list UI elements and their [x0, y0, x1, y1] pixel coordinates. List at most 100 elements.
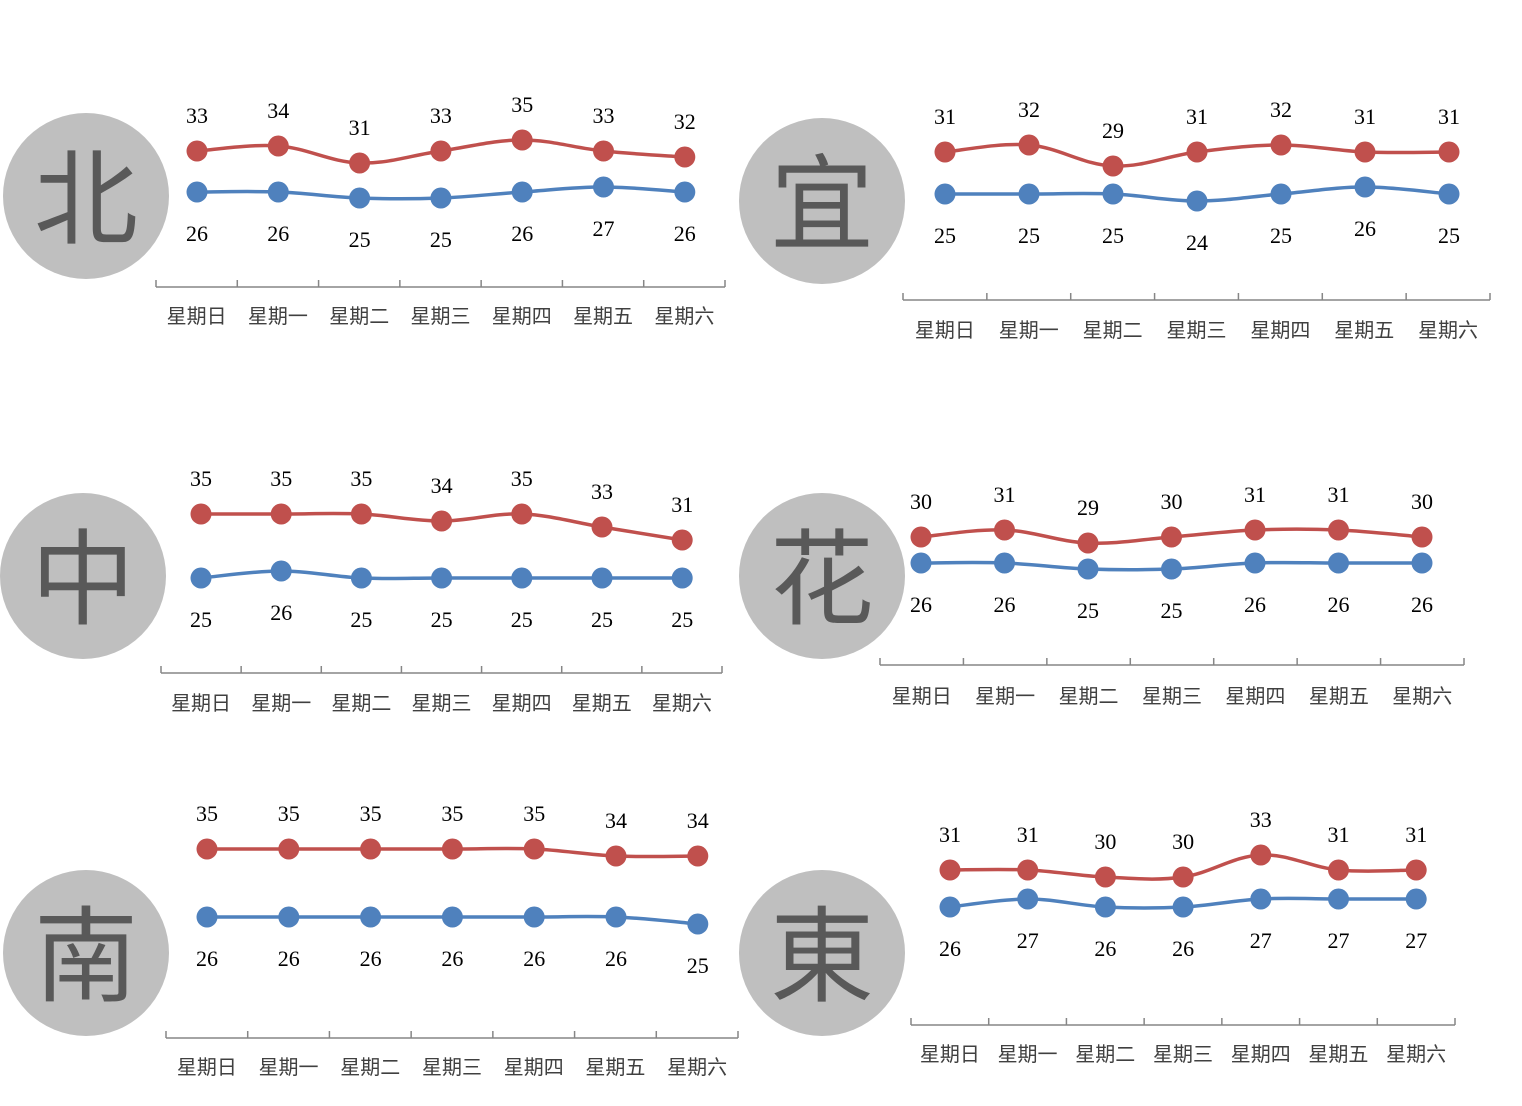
region-badge: 南	[3, 870, 169, 1036]
low-temp-point	[196, 906, 218, 928]
high-temp-label: 31	[349, 115, 371, 140]
high-temp-point	[1244, 519, 1266, 541]
high-temp-label: 35	[350, 466, 372, 491]
x-tick-label: 星期二	[1083, 320, 1143, 342]
x-tick-label: 星期三	[1153, 1044, 1213, 1066]
high-temp-point	[934, 141, 956, 163]
low-temp-label: 26	[186, 221, 208, 246]
high-temp-point	[1018, 134, 1040, 156]
x-tick-label: 星期二	[1059, 686, 1119, 708]
low-temp-point	[1244, 552, 1266, 574]
low-temp-point	[511, 181, 533, 203]
low-temp-point	[1328, 888, 1349, 910]
low-temp-label: 25	[934, 223, 956, 248]
low-temp-label: 26	[674, 221, 696, 246]
high-temp-point	[1328, 519, 1349, 541]
high-temp-label: 35	[190, 466, 212, 491]
low-temp-label: 27	[1017, 928, 1039, 953]
high-temp-point	[994, 519, 1015, 541]
x-tick-label: 星期四	[1225, 686, 1285, 708]
x-tick-label: 星期五	[1308, 1044, 1368, 1066]
low-temp-point	[1405, 888, 1427, 910]
low-temp-label: 26	[1172, 936, 1194, 961]
high-temp-label: 29	[1102, 118, 1124, 143]
low-temp-label: 26	[1328, 592, 1350, 617]
x-tick-label: 星期六	[1386, 1043, 1446, 1066]
low-temp-point	[1270, 183, 1292, 205]
x-tick-label: 星期日	[171, 693, 231, 715]
low-temp-point	[939, 896, 961, 918]
x-tick-label: 星期六	[654, 305, 714, 328]
high-temp-point	[186, 140, 208, 162]
high-temp-label: 31	[1328, 482, 1350, 507]
high-temp-point	[431, 510, 453, 532]
low-temp-point	[1172, 896, 1194, 918]
low-temp-label: 26	[278, 946, 300, 971]
low-temp-point	[360, 906, 382, 928]
low-temp-point	[1328, 552, 1349, 574]
low-temp-label: 25	[671, 607, 693, 632]
x-tick-label: 星期日	[920, 1044, 980, 1066]
low-temp-label: 25	[1270, 223, 1292, 248]
high-temp-point	[939, 859, 961, 881]
low-temp-point	[523, 906, 545, 928]
x-tick-label: 星期六	[652, 692, 712, 715]
region-badge: 中	[0, 493, 166, 659]
high-temp-point	[1405, 859, 1427, 881]
high-temp-label: 35	[278, 801, 300, 826]
x-tick-label: 星期三	[411, 306, 471, 328]
high-temp-label: 30	[1172, 829, 1194, 854]
high-temp-label: 30	[1161, 489, 1183, 514]
x-tick-label: 星期四	[504, 1057, 564, 1079]
region-badge: 宜	[739, 118, 905, 284]
x-tick-label: 星期五	[572, 693, 632, 715]
high-temp-point	[196, 838, 218, 860]
low-temp-label: 25	[350, 607, 372, 632]
x-tick-label: 星期一	[248, 306, 308, 328]
high-temp-label: 31	[939, 822, 961, 847]
low-temp-label: 27	[1328, 928, 1350, 953]
high-temp-label: 34	[687, 808, 709, 833]
region-label: 花	[769, 519, 874, 641]
high-temp-label: 33	[430, 103, 452, 128]
high-temp-point	[1354, 141, 1376, 163]
low-temp-point	[934, 183, 956, 205]
x-tick-label: 星期六	[667, 1056, 727, 1079]
low-temp-point	[349, 187, 371, 209]
high-temp-label: 32	[1270, 97, 1292, 122]
high-temp-point	[671, 529, 693, 551]
low-temp-point	[591, 567, 613, 589]
high-temp-point	[430, 140, 452, 162]
x-tick-label: 星期二	[340, 1057, 400, 1079]
low-temp-label: 25	[349, 227, 371, 252]
x-tick-label: 星期三	[422, 1057, 482, 1079]
low-temp-label: 26	[511, 221, 533, 246]
high-temp-point	[267, 135, 289, 157]
low-temp-point	[1438, 183, 1460, 205]
low-temp-label: 25	[1161, 598, 1183, 623]
high-temp-point	[360, 838, 382, 860]
high-temp-point	[349, 152, 371, 174]
high-temp-point	[1077, 532, 1099, 554]
x-tick-label: 星期一	[999, 320, 1059, 342]
x-tick-label: 星期六	[1392, 685, 1452, 708]
low-temp-point	[674, 181, 696, 203]
high-temp-label: 32	[674, 109, 696, 134]
low-temp-point	[1102, 183, 1124, 205]
x-tick-label: 星期五	[1309, 686, 1369, 708]
high-temp-label: 31	[994, 482, 1016, 507]
low-temp-label: 26	[939, 936, 961, 961]
high-temp-label: 35	[511, 466, 533, 491]
low-temp-label: 26	[523, 946, 545, 971]
high-temp-point	[1172, 866, 1194, 888]
high-temp-label: 31	[1244, 482, 1266, 507]
x-tick-label: 星期一	[998, 1044, 1058, 1066]
low-temp-label: 26	[267, 221, 289, 246]
high-temp-label: 33	[186, 103, 208, 128]
low-temp-point	[186, 181, 208, 203]
